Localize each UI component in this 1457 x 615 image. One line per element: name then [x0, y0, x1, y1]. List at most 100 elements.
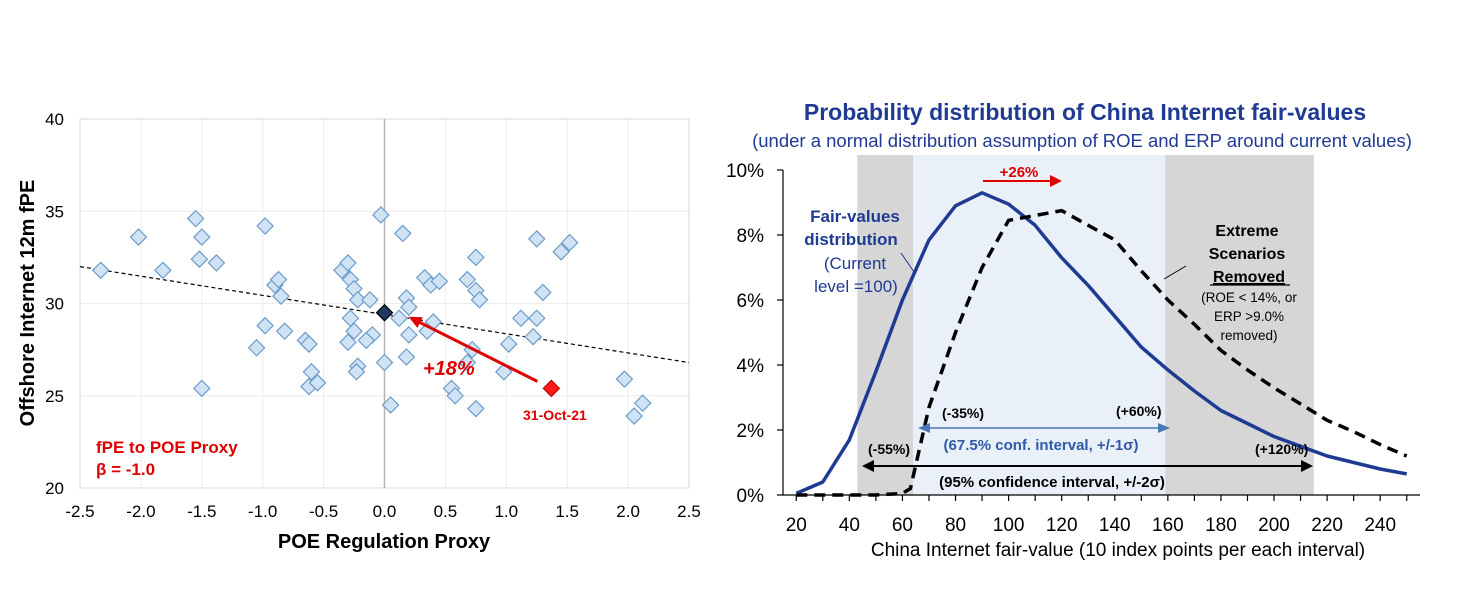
- distribution-x-tick: 100: [993, 515, 1025, 536]
- scatter-point: [207, 254, 226, 272]
- distribution-x-tick: 160: [1152, 515, 1184, 536]
- low-2sigma-label: (-55%): [868, 441, 910, 457]
- distribution-y-tick: 8%: [737, 226, 765, 247]
- scatter-point: [467, 248, 485, 267]
- distribution-x-tick: 60: [892, 515, 913, 536]
- distribution-y-tick: 10%: [726, 161, 764, 182]
- distribution-x-tick: 220: [1311, 515, 1343, 536]
- scatter-point: [339, 254, 357, 272]
- shift-arrow-head: [408, 316, 423, 328]
- scatter-point: [390, 309, 408, 328]
- dist-label-pointer: [900, 252, 915, 273]
- scatter-point: [512, 309, 530, 328]
- dist-label-title-2: distribution: [804, 230, 897, 249]
- shift-arrow: [417, 320, 539, 383]
- scatter-point: [446, 386, 464, 405]
- scatter-y-tick: 35: [45, 202, 64, 221]
- dist-label-sub-2: level =100): [814, 277, 898, 296]
- distribution-x-tick: 40: [839, 515, 860, 536]
- scatter-point: [527, 309, 546, 328]
- scatter-point: [467, 399, 485, 418]
- conf-2sigma-arrow-right: [1301, 460, 1313, 472]
- scatter-point: [375, 353, 394, 372]
- conf-1sigma-label: (67.5% conf. interval, +/-1σ): [944, 437, 1139, 454]
- scatter-y-tick-labels: 20 25 30 35 40: [45, 110, 64, 498]
- extreme-label-3: Removed: [1213, 269, 1285, 286]
- scatter-point: [192, 228, 211, 246]
- scatter-point: [308, 373, 327, 392]
- fair-values-series-line: [795, 191, 1408, 496]
- extreme-label-1: Extreme: [1215, 223, 1278, 240]
- scatter-point: [371, 206, 390, 224]
- scatter-point: [339, 333, 357, 352]
- confidence-band: [1165, 155, 1314, 495]
- scatter-point: [153, 261, 172, 280]
- scatter-point: [129, 228, 148, 246]
- scatter-point: [361, 290, 379, 309]
- scatter-x-tick: 2.5: [677, 502, 701, 521]
- scatter-point: [272, 287, 290, 305]
- beta-label: β = -1.0: [96, 460, 155, 479]
- dist-label-title-1: Fair-values: [810, 207, 900, 226]
- distribution-y-tick: 4%: [737, 356, 765, 377]
- scatter-point: [400, 326, 418, 344]
- scatter-point: [470, 290, 489, 309]
- distribution-y-tick: 0%: [737, 486, 765, 507]
- extreme-label-2: Scenarios: [1209, 246, 1286, 263]
- distribution-x-tick: 240: [1364, 515, 1396, 536]
- distribution-x-tick: 180: [1205, 515, 1237, 536]
- scatter-point: [300, 335, 318, 353]
- confidence-band: [857, 155, 914, 495]
- scatter-point: [247, 338, 266, 357]
- distribution-x-tick: 120: [1046, 515, 1078, 536]
- extreme-removed-series-line: [796, 208, 1408, 497]
- conf-1sigma-arrow-left: [918, 423, 930, 433]
- conf-1sigma-arrow-right: [1158, 423, 1170, 433]
- scatter-point: [527, 230, 546, 248]
- scatter-point: [357, 331, 376, 350]
- scatter-x-tick: 1.0: [494, 502, 518, 521]
- scatter-point: [397, 348, 416, 366]
- scatter-x-tick: -0.5: [309, 502, 338, 521]
- scatter-point: [345, 322, 363, 341]
- proxy-title-label: fPE to POE Proxy: [96, 438, 238, 457]
- scatter-y-tick: 25: [45, 387, 64, 406]
- scatter-x-tick: 1.5: [555, 502, 579, 521]
- scatter-x-tick: 2.0: [616, 502, 640, 521]
- scatter-point: [552, 242, 570, 261]
- scatter-point: [341, 309, 360, 328]
- scatter-point: [186, 209, 205, 228]
- shift-label: +26%: [1000, 164, 1039, 181]
- high-1sigma-label: (+60%): [1116, 403, 1162, 419]
- scatter-point: [275, 322, 294, 341]
- scatter-y-tick: 40: [45, 110, 64, 129]
- scatter-x-tick-labels: -2.5 -2.0 -1.5 -1.0 -0.5 0.0 0.5 1.0 1.5 2.0 2.5: [65, 502, 700, 521]
- scatter-point: [302, 362, 321, 381]
- shift-arrow-tip: [1050, 175, 1062, 187]
- scatter-x-axis-label: POE Regulation Proxy: [278, 531, 491, 553]
- scatter-x-tick: -2.5: [65, 502, 94, 521]
- distribution-chart: 20 40 60 80 100 120 140 160 180 200 220 240 0% 2% 4% 6…: [726, 99, 1420, 561]
- high-2sigma-label: (+120%): [1255, 441, 1308, 457]
- extreme-note-3: removed): [1220, 328, 1277, 343]
- conf-2sigma-label: (95% confidence interval, +/-2σ): [939, 474, 1165, 491]
- scatter-point: [458, 353, 477, 372]
- conf-2sigma-arrow-left: [862, 460, 874, 472]
- scatter-point: [269, 270, 288, 289]
- scatter-point: [348, 290, 367, 309]
- scatter-point: [400, 298, 418, 317]
- distribution-x-tick-labels: 20 40 60 80 100 120 140 160 180 200 220 240: [786, 515, 1396, 536]
- scatter-y-tick: 20: [45, 479, 64, 498]
- distribution-y-tick-labels: 0% 2% 4% 6% 8% 10%: [726, 161, 764, 507]
- scatter-y-tick: 30: [45, 295, 64, 314]
- scatter-x-tick: -2.0: [126, 502, 155, 521]
- distribution-y-tick: 2%: [737, 421, 765, 442]
- highlight-point: [542, 379, 561, 398]
- scatter-chart: -2.5 -2.0 -1.5 -1.0 -0.5 0.0 0.5 1.0 1.5 2.0 2.5 2…: [17, 110, 701, 553]
- distribution-x-tick: 200: [1258, 515, 1290, 536]
- low-1sigma-label: (-35%): [942, 405, 984, 421]
- scatter-point: [192, 379, 211, 398]
- scatter-point: [615, 370, 634, 388]
- scatter-point: [458, 270, 477, 289]
